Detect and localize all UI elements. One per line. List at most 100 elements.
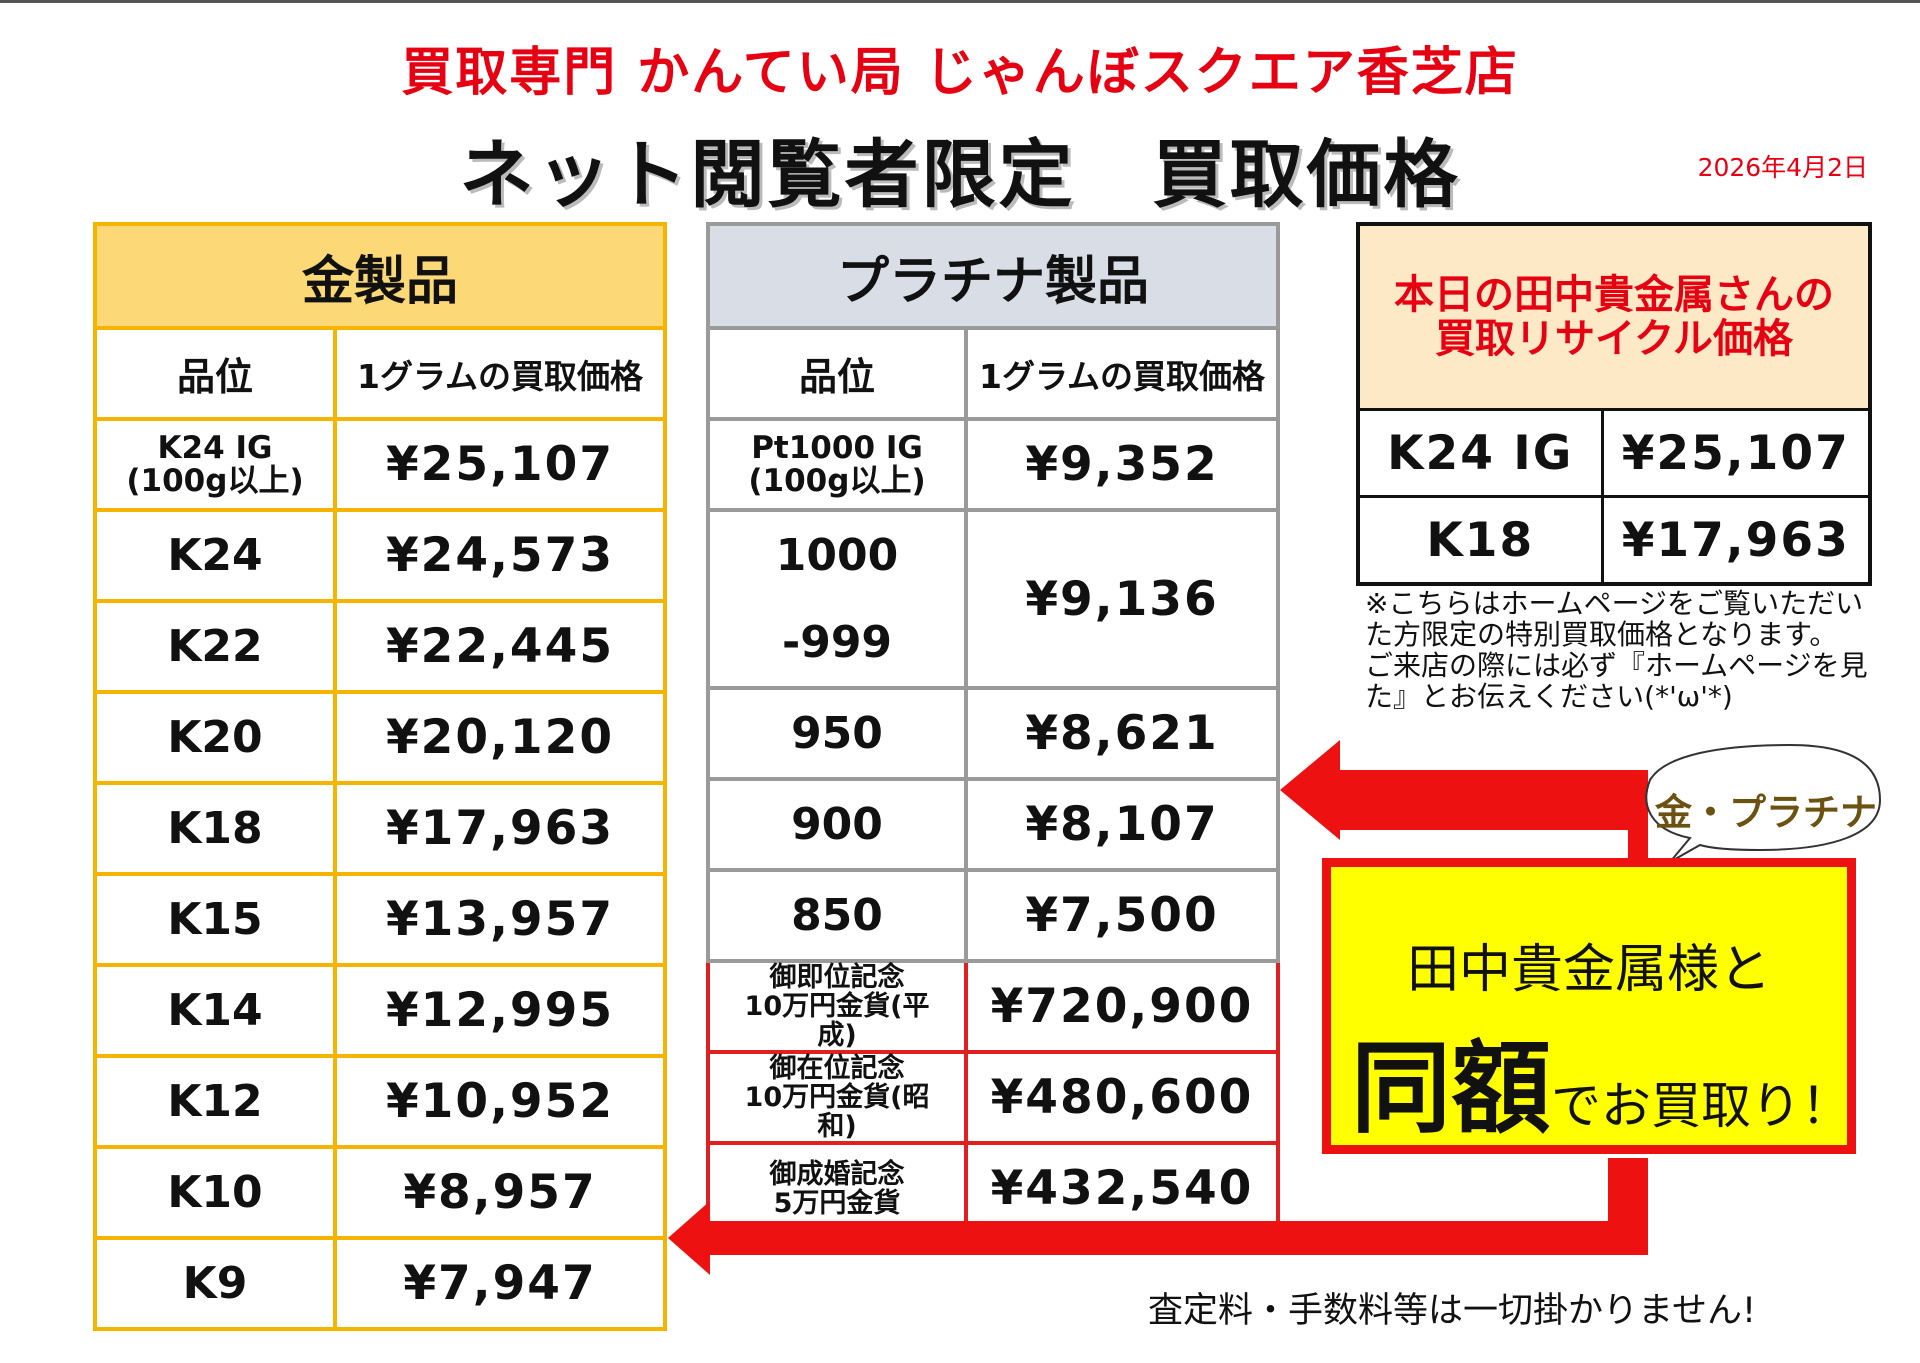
price-date: 2026年4月2日: [1697, 153, 1868, 182]
platinum-table-title: プラチナ製品: [705, 222, 1281, 330]
coin-price-cell: ¥432,540: [963, 1141, 1281, 1236]
table-row: Pt1000 IG (100g以上) ¥9,352: [706, 417, 1281, 512]
grade-cell: K18: [93, 781, 337, 876]
gold-price-table: 金製品 品位 1グラムの買取価格 K24 IG (100g以上) ¥25,107…: [92, 222, 668, 1331]
table-row: K10 ¥8,957: [93, 1145, 668, 1240]
note-line: ※こちらはホームページをご覧いただいた方限定の特別買取価格となります。: [1365, 587, 1864, 651]
grade-label: Pt1000 IG: [751, 429, 923, 466]
price-cell: ¥20,120: [332, 690, 668, 785]
gold-col-price: 1グラムの買取価格: [332, 326, 668, 421]
arrow-to-gold: [668, 1158, 1648, 1275]
special-price-note: ※こちらはホームページをご覧いただいた方限定の特別買取価格となります。 ご来店の…: [1365, 588, 1885, 712]
price-cell: ¥9,136: [963, 508, 1281, 690]
grade-cell: 1000: [706, 508, 968, 599]
table-row: -999: [706, 599, 1278, 690]
platinum-col-price: 1グラムの買取価格: [963, 326, 1281, 421]
grade-cell: K24 IG (100g以上): [93, 417, 337, 512]
coin-name-cell: 御成婚記念 5万円金貨: [706, 1141, 968, 1236]
price-cell: ¥22,445: [332, 599, 668, 694]
grade-cell: K22: [93, 599, 337, 694]
table-row: K22 ¥22,445: [93, 599, 668, 694]
table-row: K20 ¥20,120: [93, 690, 668, 785]
price-cell: ¥8,621: [963, 686, 1281, 781]
grade-label: K24 IG: [157, 429, 273, 466]
table-row: K18 ¥17,963: [1356, 495, 1872, 586]
grade-cell: 900: [706, 777, 968, 872]
table-row: 御即位記念 10万円金貨(平 成) ¥720,900: [706, 959, 1281, 1054]
coin-name: 5万円金貨: [773, 1187, 901, 1219]
price-cell: ¥13,957: [332, 872, 668, 967]
grade-cell: K10: [93, 1145, 337, 1240]
grade-cell: 950: [706, 686, 968, 781]
tanaka-box-title: 本日の田中貴金属さんの 買取リサイクル価格: [1356, 222, 1872, 411]
table-row: K24 IG ¥25,107: [1356, 408, 1872, 498]
grade-cell: K24: [93, 508, 337, 603]
price-cell: ¥7,500: [963, 868, 1281, 963]
coin-name: 成): [817, 1020, 857, 1051]
coin-name: 10万円金貨(平: [744, 991, 930, 1022]
bubble-label: 金・プラチナ: [1655, 790, 1877, 834]
table-row: K12 ¥10,952: [93, 1054, 668, 1149]
platinum-price-table: プラチナ製品 品位 1グラムの買取価格 Pt1000 IG (100g以上) ¥…: [705, 222, 1281, 1236]
platinum-col-grade: 品位: [706, 326, 968, 421]
price-cell: ¥17,963: [332, 781, 668, 876]
grade-cell: K15: [93, 872, 337, 967]
same-price-promo: 田中貴金属様と 同額でお買取り！: [1322, 858, 1856, 1154]
grade-note: (100g以上): [748, 462, 926, 499]
table-row: 御在位記念 10万円金貨(昭 和) ¥480,600: [706, 1050, 1281, 1145]
table-row: K9 ¥7,947: [93, 1236, 668, 1331]
table-row: 900 ¥8,107: [706, 777, 1281, 872]
price-cell: ¥12,995: [332, 963, 668, 1058]
coin-name-cell: 御在位記念 10万円金貨(昭 和): [706, 1050, 968, 1145]
grade-cell: K9: [93, 1236, 337, 1331]
coin-name: 御即位記念: [769, 962, 905, 993]
grade-cell: K14: [93, 963, 337, 1058]
grade-cell: K18: [1356, 495, 1604, 586]
tanaka-price-box: 本日の田中貴金属さんの 買取リサイクル価格 K24 IG ¥25,107 K18 ¥…: [1356, 222, 1872, 586]
grade-cell: -999: [706, 599, 968, 690]
coin-name: 御成婚記念: [769, 1158, 905, 1190]
table-row: K24 IG (100g以上) ¥25,107: [93, 417, 668, 512]
coin-price-cell: ¥720,900: [963, 959, 1281, 1054]
coin-name: 和): [817, 1111, 857, 1142]
top-rule: [0, 0, 1920, 3]
gold-table-title: 金製品: [92, 222, 668, 330]
price-cell: ¥24,573: [332, 508, 668, 603]
price-cell: ¥8,957: [332, 1145, 668, 1240]
price-cell: ¥9,352: [963, 417, 1281, 512]
table-row: 御成婚記念 5万円金貨 ¥432,540: [706, 1141, 1281, 1236]
no-fees-note: 査定料・手数料等は一切掛かりません!: [1148, 1291, 1756, 1331]
price-cell: ¥10,952: [332, 1054, 668, 1149]
table-row: 850 ¥7,500: [706, 868, 1281, 963]
coin-name-cell: 御即位記念 10万円金貨(平 成): [706, 959, 968, 1054]
speech-bubble: [1645, 743, 1882, 863]
table-row: K15 ¥13,957: [93, 872, 668, 967]
table-row: K24 ¥24,573: [93, 508, 668, 603]
price-cell: ¥25,107: [332, 417, 668, 512]
note-line: ご来店の際には必ず『ホームページを見た』とお伝えください(*'ω'*): [1365, 649, 1868, 713]
coin-name: 御在位記念: [769, 1053, 905, 1084]
grade-cell: K12: [93, 1054, 337, 1149]
tanaka-title-line: 買取リサイクル価格: [1435, 316, 1793, 362]
table-row: K18 ¥17,963: [93, 781, 668, 876]
page-title: ネット閲覧者限定 買取価格: [459, 132, 1461, 218]
coin-price-cell: ¥480,600: [963, 1050, 1281, 1145]
grade-cell: K20: [93, 690, 337, 785]
promo-rest: でお買取り！: [1551, 1077, 1851, 1135]
price-cell: ¥7,947: [332, 1236, 668, 1331]
arrow-to-platinum: [1280, 740, 1648, 860]
price-cell: ¥8,107: [963, 777, 1281, 872]
promo-line: 田中貴金属様と: [1406, 940, 1771, 1000]
coin-name: 10万円金貨(昭: [744, 1082, 930, 1113]
promo-line-2: 同額でお買取り！: [1351, 1007, 1867, 1152]
price-cell: ¥25,107: [1600, 408, 1872, 498]
table-row: 1000 ¥9,136: [706, 508, 1281, 690]
grade-cell: Pt1000 IG (100g以上): [706, 417, 968, 512]
tanaka-title-line: 本日の田中貴金属さんの: [1394, 272, 1834, 318]
table-row: K14 ¥12,995: [93, 963, 668, 1058]
table-row: 950 ¥8,621: [706, 686, 1281, 781]
grade-cell: 850: [706, 868, 968, 963]
promo-big-word: 同額: [1351, 1030, 1551, 1147]
grade-cell: K24 IG: [1356, 408, 1604, 498]
